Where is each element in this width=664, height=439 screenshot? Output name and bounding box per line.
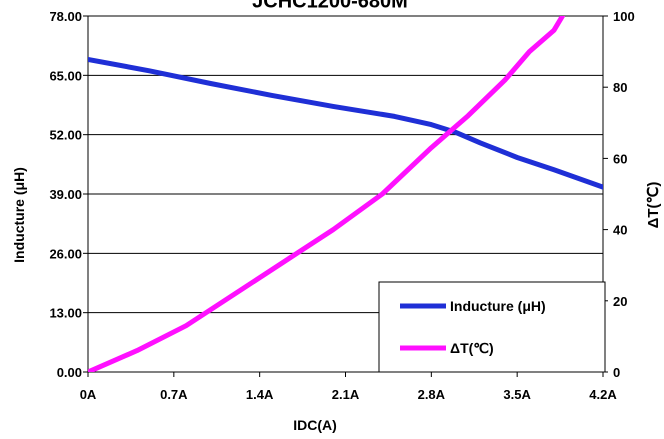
y-tick-label: 78.00 — [49, 9, 82, 24]
x-tick-label: 2.1A — [332, 387, 360, 402]
y2-tick-label: 0 — [613, 365, 620, 380]
right-axis-ticks: 0 20 40 60 80 100 — [603, 9, 635, 380]
left-axis-ticks: 0.00 13.00 26.00 39.00 52.00 65.00 78.00 — [49, 9, 88, 380]
x-tick-label: 0A — [80, 387, 97, 402]
y2-tick-label: 60 — [613, 151, 627, 166]
x-tick-label: 4.2A — [589, 387, 617, 402]
inductance-series-line — [88, 56, 603, 190]
y-tick-label: 26.00 — [49, 246, 82, 261]
y2-tick-label: 40 — [613, 223, 627, 238]
y-tick-label: 39.00 — [49, 187, 82, 202]
x-tick-label: 0.7A — [160, 387, 188, 402]
temperature-series-line — [88, 16, 565, 372]
y2-axis-label: ΔT(℃) — [645, 182, 662, 229]
y-axis-label: Inducture (μH) — [11, 167, 27, 263]
legend: Inducture (μH) ΔT(℃) — [378, 281, 606, 373]
x-tick-label: 2.8A — [418, 387, 446, 402]
legend-box — [378, 281, 606, 373]
legend-label-temperature: ΔT(℃) — [450, 340, 494, 356]
y2-tick-label: 80 — [613, 80, 627, 95]
y-tick-label: 65.00 — [49, 68, 82, 83]
x-tick-label: 1.4A — [246, 387, 274, 402]
y-tick-label: 52.00 — [49, 128, 82, 143]
y2-tick-label: 20 — [613, 294, 627, 309]
x-axis-label: IDC(A) — [293, 417, 337, 433]
x-axis-ticks: 0A 0.7A 1.4A 2.1A 2.8A 3.5A 4.2A — [80, 372, 617, 402]
series-lines — [88, 16, 603, 372]
y-tick-label: 13.00 — [49, 306, 82, 321]
y2-tick-label: 100 — [613, 9, 635, 24]
y-tick-label: 0.00 — [57, 365, 82, 380]
legend-label-inductance: Inducture (μH) — [450, 298, 546, 314]
x-tick-label: 3.5A — [503, 387, 531, 402]
chart-title: JCHC1200-680M — [252, 0, 408, 12]
